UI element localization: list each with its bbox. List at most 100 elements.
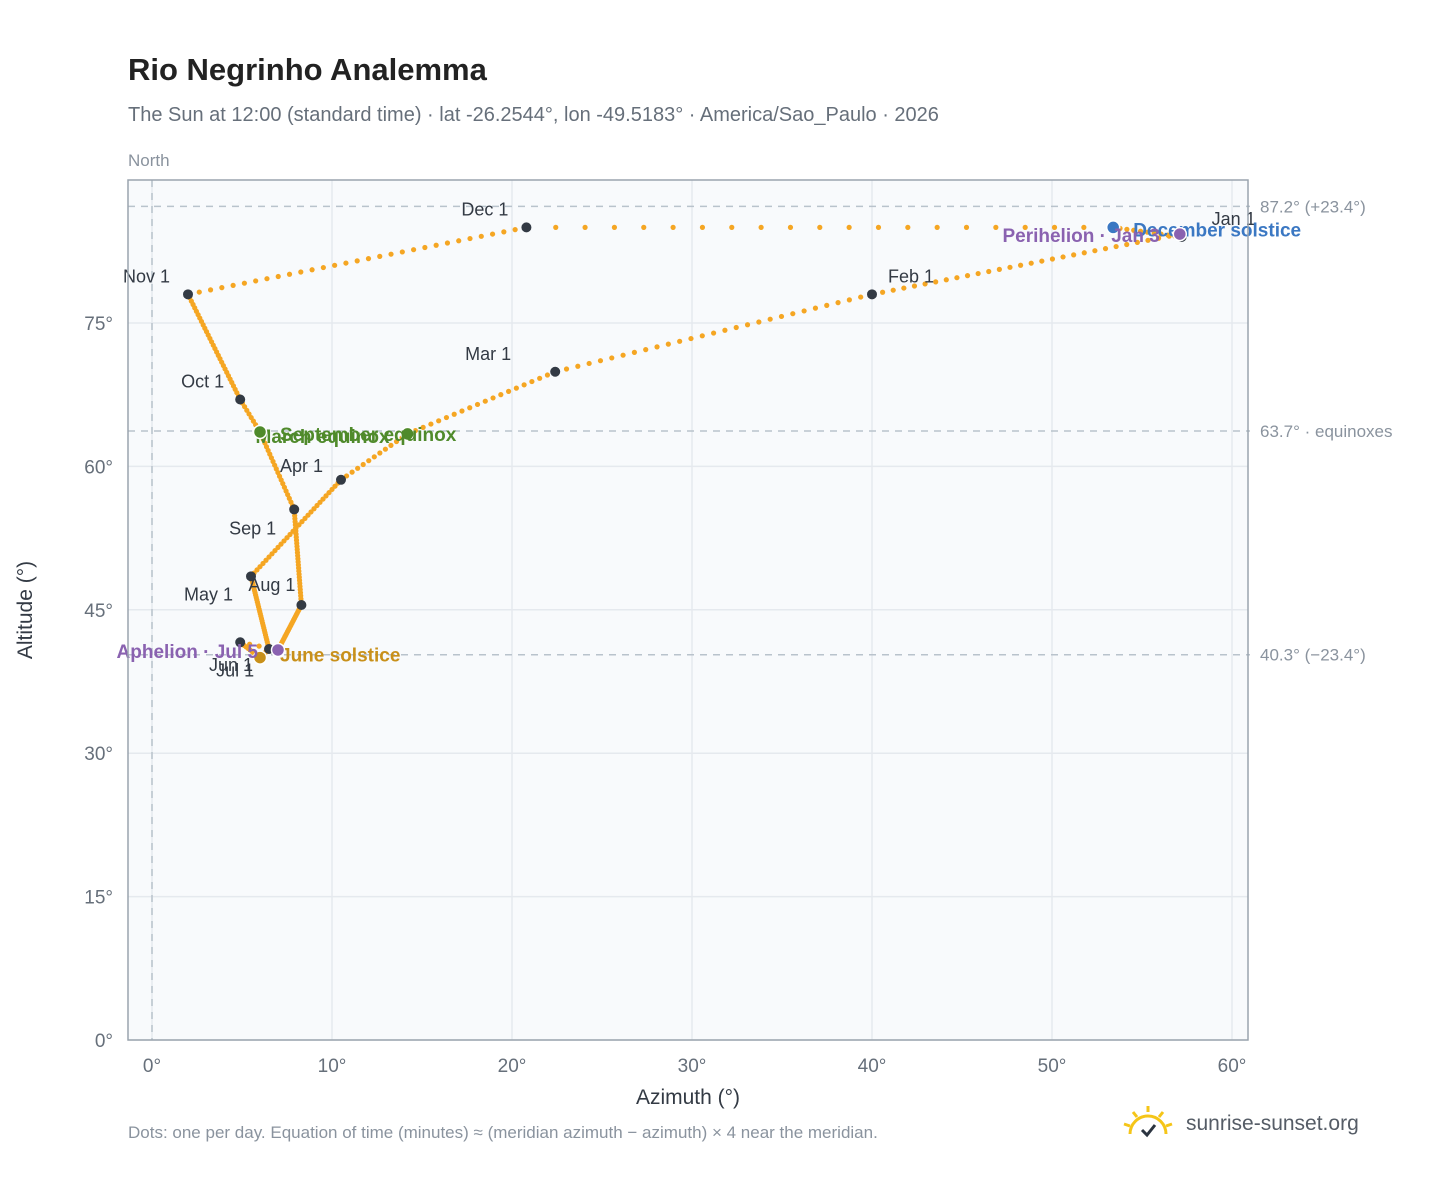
daily-sun-dot: [365, 256, 372, 262]
daily-sun-dot: [744, 322, 751, 328]
daily-sun-dot: [377, 450, 383, 456]
daily-sun-dot: [824, 302, 830, 308]
event-marker: [1105, 220, 1121, 235]
daily-sun-dot: [880, 289, 886, 295]
daily-sun-dot: [298, 269, 304, 275]
daily-sun-dot: [905, 224, 911, 230]
daily-sun-dot: [411, 247, 417, 253]
daily-sun-dot: [1113, 243, 1119, 250]
daily-sun-dot: [264, 276, 270, 282]
daily-sun-dot: [529, 378, 535, 385]
daily-sun-dot: [597, 358, 604, 364]
daily-sun-dot: [505, 388, 512, 394]
daily-sun-dot: [489, 231, 496, 237]
event-marker: [252, 650, 268, 665]
daily-sun-dot: [1049, 256, 1056, 262]
chart-subtitle: The Sun at 12:00 (standard time) · lat -…: [128, 104, 939, 126]
daily-sun-dot: [1081, 224, 1087, 230]
daily-sun-dot: [474, 401, 481, 408]
daily-sun-dot: [996, 266, 1002, 272]
month-marker: [867, 289, 877, 300]
daily-sun-dot: [393, 438, 400, 445]
daily-sun-dot: [1028, 260, 1034, 266]
event-label: Perihelion · Jan 3: [1002, 226, 1159, 247]
daily-sun-dot: [620, 352, 626, 358]
month-label: Jul 1: [216, 660, 254, 680]
daily-sun-dot: [756, 319, 762, 325]
daily-sun-dot: [1165, 232, 1171, 238]
daily-sun-dot: [537, 375, 543, 381]
daily-sun-dot: [846, 297, 852, 303]
daily-sun-dot: [934, 224, 940, 230]
daily-sun-dot: [778, 313, 785, 320]
daily-sun-dot: [1151, 230, 1157, 236]
daily-sun-dot: [790, 311, 796, 317]
daily-sun-dot: [436, 418, 442, 424]
daily-sun-dot: [586, 360, 592, 367]
event-marker: [270, 642, 286, 658]
daily-sun-dot: [1092, 248, 1098, 254]
daily-sun-dot: [654, 344, 660, 350]
daily-sun-dot: [943, 277, 949, 283]
daily-sun-dot: [846, 224, 852, 230]
daily-sun-dot: [388, 251, 394, 257]
daily-sun-dot: [758, 224, 764, 230]
x-tick-label: 50°: [1038, 1056, 1067, 1077]
daily-sun-dot: [309, 267, 315, 273]
daily-sun-dot: [890, 287, 896, 293]
daily-sun-dot: [641, 224, 647, 230]
daily-sun-dot: [875, 224, 882, 230]
daily-sun-dot: [812, 305, 819, 311]
y-axis-title: Altitude (°): [14, 561, 37, 659]
month-label: Jun 1: [209, 655, 253, 675]
sun-logo-icon: [1123, 1106, 1173, 1138]
y-tick-label: 0°: [95, 1031, 113, 1052]
daily-sun-dot: [433, 242, 439, 248]
month-label: May 1: [184, 584, 233, 604]
month-marker: [289, 504, 300, 515]
daily-sun-dot: [354, 258, 360, 264]
footnote: Dots: one per day. Equation of time (min…: [128, 1123, 878, 1142]
chart-title: Rio Negrinho Analemma: [128, 52, 487, 87]
month-marker: [336, 474, 346, 485]
daily-sun-dot: [911, 283, 918, 289]
daily-sun-dot: [1022, 224, 1028, 230]
event-label: Aphelion · Jul 5: [117, 642, 259, 663]
daily-sun-dot: [388, 442, 394, 448]
daily-sun-dot: [575, 363, 581, 369]
daily-sun-dot: [482, 398, 488, 404]
daily-sun-dot: [343, 260, 349, 266]
month-label: Jan 1: [1212, 209, 1256, 229]
daily-sun-dot: [901, 285, 907, 291]
daily-sun-dot: [563, 366, 570, 372]
daily-sun-dot: [963, 224, 970, 230]
daily-sun-dot: [699, 224, 706, 230]
daily-sun-dot: [1124, 226, 1130, 232]
daily-sun-dot: [467, 235, 473, 242]
daily-sun-dot: [553, 224, 559, 230]
daily-sun-dot: [767, 316, 773, 322]
daily-sun-dot: [1081, 250, 1087, 256]
daily-sun-dot: [275, 273, 281, 280]
daily-sun-dot: [253, 278, 259, 284]
daily-sun-dot: [733, 324, 739, 331]
reference-line-label: 63.7° · equinoxes: [1260, 422, 1393, 441]
daily-sun-dot: [399, 249, 405, 255]
event-label: September equinox: [280, 425, 457, 446]
x-tick-label: 40°: [858, 1056, 887, 1077]
x-tick-label: 60°: [1218, 1056, 1247, 1077]
daily-sun-dot: [835, 300, 841, 306]
daily-sun-dot: [954, 275, 960, 281]
brand-link[interactable]: sunrise-sunset.org: [1120, 1104, 1359, 1144]
month-marker: [521, 222, 532, 233]
x-tick-label: 30°: [678, 1056, 707, 1077]
daily-sun-dot: [993, 224, 999, 230]
month-label: Mar 1: [465, 344, 511, 364]
daily-sun-dot: [498, 392, 504, 398]
daily-sun-dot: [1145, 237, 1151, 243]
y-tick-label: 75°: [84, 314, 113, 335]
daily-sun-dot: [631, 349, 638, 355]
daily-sun-dot: [858, 294, 864, 300]
reference-line-label: 40.3° (−23.4°): [1260, 646, 1366, 665]
daily-sun-dot: [1155, 235, 1162, 241]
